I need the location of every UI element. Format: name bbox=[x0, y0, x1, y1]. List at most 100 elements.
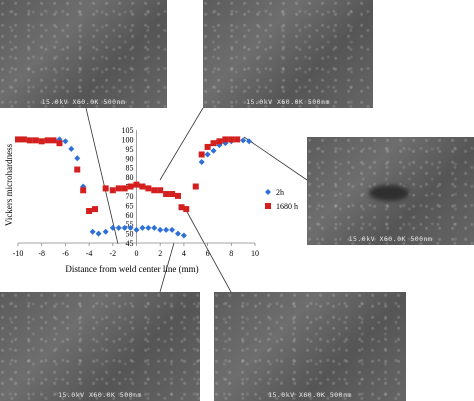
data-point-1680-h bbox=[192, 183, 199, 190]
data-point-2h bbox=[127, 224, 134, 231]
data-point-1680-h bbox=[44, 137, 51, 144]
data-point-1680-h bbox=[56, 140, 63, 147]
x-tick-label: 10 bbox=[251, 249, 259, 258]
x-tick-label: 4 bbox=[182, 249, 186, 258]
y-tick-label: 70 bbox=[126, 192, 134, 201]
legend-label: 1680 h bbox=[276, 202, 298, 211]
data-point-1680-h bbox=[234, 136, 241, 143]
callout-line bbox=[159, 107, 204, 181]
data-point-1680-h bbox=[151, 187, 158, 194]
data-point-1680-h bbox=[183, 206, 190, 213]
micrograph-caption: 15.0kV X60.0K 500nm bbox=[348, 235, 433, 243]
legend-marker bbox=[265, 189, 271, 195]
data-point-2h bbox=[68, 145, 75, 152]
data-point-2h bbox=[180, 232, 187, 239]
data-point-2h bbox=[109, 224, 116, 231]
data-point-1680-h bbox=[145, 185, 152, 192]
data-point-1680-h bbox=[20, 136, 27, 143]
data-point-2h bbox=[102, 228, 109, 235]
data-point-1680-h bbox=[15, 136, 21, 143]
data-point-2h bbox=[157, 226, 164, 233]
micrograph-caption: 15.0kV X60.0K 500nm bbox=[268, 391, 352, 399]
y-tick-label: 60 bbox=[126, 211, 134, 220]
legend-label: 2h bbox=[276, 188, 284, 197]
y-tick-label: 55 bbox=[126, 220, 134, 229]
micrograph-caption: 15.0kV X60.0K 500nm bbox=[41, 98, 126, 106]
data-point-1680-h bbox=[139, 183, 146, 190]
data-point-2h bbox=[74, 155, 81, 162]
data-point-2h bbox=[121, 224, 128, 231]
data-point-2h bbox=[240, 137, 247, 144]
data-point-1680-h bbox=[210, 140, 217, 147]
data-point-1680-h bbox=[38, 138, 45, 145]
x-tick-label: 6 bbox=[206, 249, 210, 258]
callout-line bbox=[243, 136, 308, 181]
data-point-1680-h bbox=[32, 137, 39, 144]
data-point-1680-h bbox=[115, 185, 122, 192]
data-point-2h bbox=[145, 224, 152, 231]
data-point-1680-h bbox=[216, 138, 223, 145]
data-point-1680-h bbox=[133, 181, 140, 188]
y-axis-label: Vickers microhardness bbox=[4, 143, 14, 226]
y-tick-label: 105 bbox=[122, 126, 134, 135]
data-point-2h bbox=[95, 230, 102, 237]
micrograph-right: 15.0kV X60.0K 500nm bbox=[307, 137, 474, 245]
data-point-2h bbox=[62, 138, 69, 145]
data-point-1680-h bbox=[86, 207, 93, 214]
data-point-1680-h bbox=[169, 191, 176, 198]
micrograph-caption: 15.0kV X60.0K 500nm bbox=[246, 98, 330, 106]
legend-marker bbox=[265, 203, 271, 209]
y-tick-label: 100 bbox=[122, 135, 134, 144]
y-tick-label: 80 bbox=[126, 173, 134, 182]
data-point-1680-h bbox=[228, 136, 235, 143]
y-tick-label: 45 bbox=[126, 239, 134, 248]
micrograph-caption: 15.0kV X60.0K 500nm bbox=[58, 391, 142, 399]
data-point-1680-h bbox=[121, 185, 128, 192]
y-tick-label: 50 bbox=[126, 230, 134, 239]
data-point-1680-h bbox=[222, 136, 229, 143]
x-tick-label: -4 bbox=[86, 249, 93, 258]
data-point-1680-h bbox=[50, 137, 57, 144]
data-point-1680-h bbox=[127, 183, 134, 190]
callout-lines bbox=[85, 107, 308, 293]
x-tick-label: -10 bbox=[13, 249, 24, 258]
data-point-2h bbox=[174, 230, 181, 237]
x-tick-label: -8 bbox=[38, 249, 45, 258]
data-point-2h bbox=[210, 147, 217, 154]
x-tick-label: -6 bbox=[62, 249, 69, 258]
data-point-1680-h bbox=[92, 206, 99, 213]
data-point-2h bbox=[139, 224, 146, 231]
callout-line bbox=[85, 107, 119, 245]
x-tick-label: 2 bbox=[158, 249, 162, 258]
y-tick-label: 90 bbox=[126, 154, 134, 163]
data-point-2h bbox=[151, 224, 158, 231]
x-tick-label: 8 bbox=[229, 249, 233, 258]
x-axis-label: Distance from weld center line (mm) bbox=[65, 264, 198, 274]
callout-line bbox=[185, 209, 232, 293]
data-point-1680-h bbox=[157, 187, 164, 194]
data-point-2h bbox=[115, 224, 122, 231]
data-point-2h bbox=[163, 226, 170, 233]
micrograph-bottom-left: 15.0kV X60.0K 500nm bbox=[0, 292, 200, 401]
data-point-1680-h bbox=[178, 204, 185, 211]
data-point-1680-h bbox=[102, 185, 109, 192]
data-point-2h bbox=[204, 151, 211, 158]
data-point-1680-h bbox=[80, 187, 87, 194]
chart-axes: -10-8-6-4-202468104550556065707580859095… bbox=[13, 126, 259, 258]
y-tick-label: 85 bbox=[126, 164, 134, 173]
data-point-2h bbox=[246, 138, 253, 145]
micrograph-top-middle: 15.0kV X60.0K 500nm bbox=[203, 0, 373, 108]
data-point-1680-h bbox=[204, 143, 211, 150]
data-point-2h bbox=[89, 228, 96, 235]
data-point-1680-h bbox=[109, 187, 116, 194]
micrograph-bottom-right: 15.0kV X60.0K 500nm bbox=[214, 292, 406, 401]
micrograph-top-left: 15.0kV X60.0K 500nm bbox=[0, 0, 167, 108]
chart-legend: 2h 1680 h bbox=[265, 188, 298, 211]
data-point-1680-h bbox=[198, 151, 205, 158]
y-tick-label: 65 bbox=[126, 201, 134, 210]
data-point-2h bbox=[198, 159, 205, 166]
data-point-1680-h bbox=[74, 166, 81, 173]
x-tick-label: 0 bbox=[135, 249, 139, 258]
data-point-2h bbox=[133, 226, 140, 233]
